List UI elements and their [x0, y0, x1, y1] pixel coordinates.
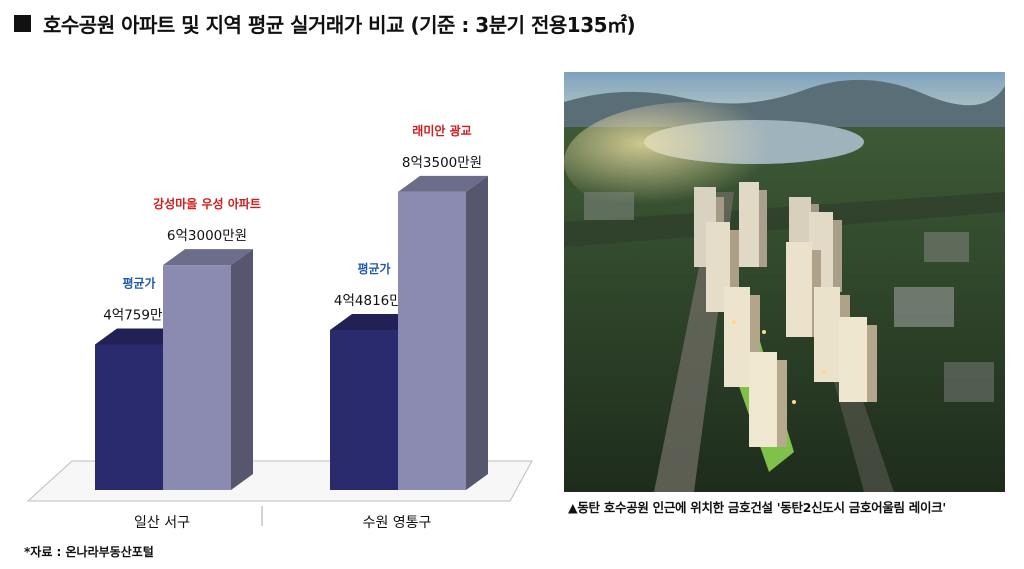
title-bullet-icon [14, 14, 31, 32]
series-annotation: 래미안 광교 [412, 123, 471, 138]
category-tick-label: 수원 영통구 [363, 515, 432, 531]
page-title: 호수공원 아파트 및 지역 평균 실거래가 비교 (기준 : 3분기 전용135… [43, 12, 636, 37]
apartment-rendering-image [564, 72, 1005, 492]
bar-top [95, 328, 185, 345]
apartment-photo [564, 72, 1005, 492]
bar [330, 330, 398, 490]
data-label: 6억3000만원 [167, 228, 247, 244]
bar [95, 344, 163, 490]
title-row: 호수공원 아파트 및 지역 평균 실거래가 비교 (기준 : 3분기 전용135… [14, 6, 636, 40]
category-tick-label: 일산 서구 [134, 515, 190, 531]
bar-side [231, 249, 253, 490]
series-annotation: 평균가 [357, 261, 390, 276]
bar-top [330, 314, 420, 331]
bar-top [398, 175, 488, 192]
data-label: 4억759만원 [103, 307, 175, 323]
series-annotation: 평균가 [122, 275, 155, 290]
data-label: 8억3500만원 [402, 155, 482, 171]
bar-side [466, 175, 488, 490]
bar-top [163, 249, 253, 266]
photo-caption: ▲동탄 호수공원 인근에 위치한 금호건설 '동탄2신도시 금호어울림 레이크' [568, 500, 946, 515]
data-label: 4억4816만원 [334, 293, 414, 309]
series-annotation: 강성마을 우성 아파트 [153, 196, 261, 211]
bar [163, 265, 231, 490]
bar [398, 191, 466, 490]
source-note: *자료 : 온나라부동산포털 [24, 545, 154, 559]
